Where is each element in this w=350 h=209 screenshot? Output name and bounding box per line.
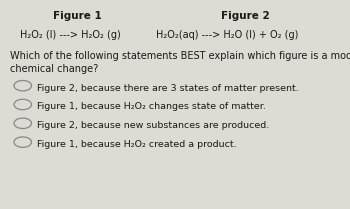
Text: H₂O₂ (l) ---> H₂O₂ (g): H₂O₂ (l) ---> H₂O₂ (g) xyxy=(20,30,120,40)
Text: Figure 1: Figure 1 xyxy=(52,11,102,22)
Text: Figure 2: Figure 2 xyxy=(220,11,270,22)
Text: Figure 2, because there are 3 states of matter present.: Figure 2, because there are 3 states of … xyxy=(37,84,299,93)
Text: Which of the following statements BEST explain which figure is a model of a: Which of the following statements BEST e… xyxy=(10,51,350,61)
Text: Figure 1, because H₂O₂ changes state of matter.: Figure 1, because H₂O₂ changes state of … xyxy=(37,102,266,111)
Text: Figure 1, because H₂O₂ created a product.: Figure 1, because H₂O₂ created a product… xyxy=(37,140,236,149)
Text: H₂O₂(aq) ---> H₂O (l) + O₂ (g): H₂O₂(aq) ---> H₂O (l) + O₂ (g) xyxy=(156,30,299,40)
Text: chemical change?: chemical change? xyxy=(10,64,99,74)
Text: Figure 2, because new substances are produced.: Figure 2, because new substances are pro… xyxy=(37,121,269,130)
